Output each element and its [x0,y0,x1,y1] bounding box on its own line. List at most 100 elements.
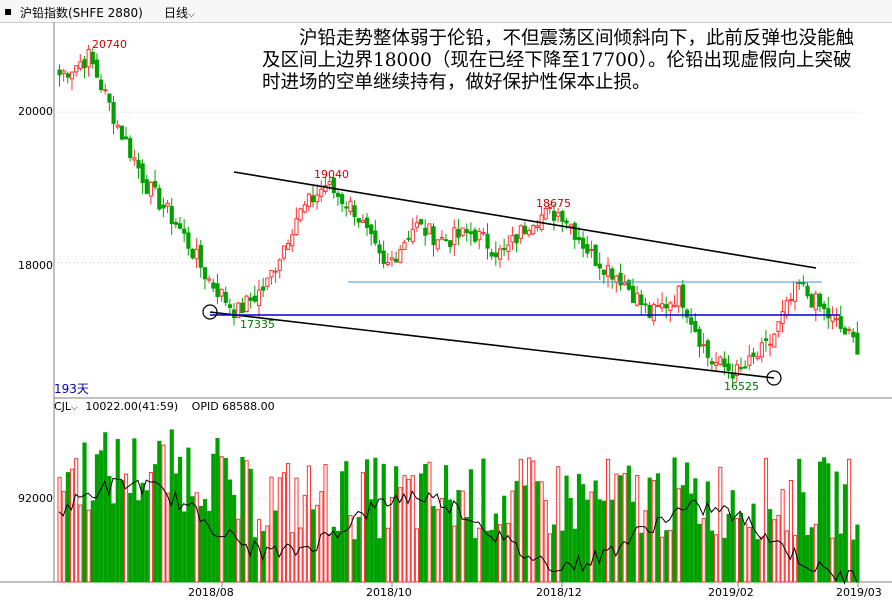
candle-body [647,304,652,318]
volume-bar [564,475,569,583]
candle-body [373,230,378,244]
candle-body [103,89,108,92]
candle-body [165,202,170,207]
volume-bar [57,477,62,583]
x-label-2019-02: 2019/02 [708,586,754,599]
candle-body [365,217,370,228]
volume-bar [726,513,731,583]
volume-bar [148,472,154,583]
candle-body [585,244,590,254]
candle-body [734,364,739,376]
instrument-title[interactable]: 沪铅指数(SHFE 2880) [20,6,143,20]
volume-bar [207,510,212,583]
volume-bar [701,518,706,583]
menu-caret-icon[interactable]: ▪ [4,4,13,18]
volume-bar [581,484,586,583]
volume-bar [439,497,444,583]
volume-bar [157,440,162,583]
volume-value: 10022.00(41:59) [85,400,179,413]
candle-body [851,331,856,338]
volume-bar [842,484,848,583]
volume-bar [610,499,615,583]
candle-body [651,303,656,322]
volume-bar [668,529,673,583]
candle-body [618,272,623,286]
candle-body [298,208,303,221]
candle-body [286,243,291,250]
candle-body [502,247,507,250]
candle-body [847,328,852,331]
volume-bar [614,473,619,583]
volume-bar [606,458,611,583]
candle-body [601,269,607,275]
candle-body [506,244,511,252]
open-interest-line [58,477,858,585]
candle-body [714,361,719,366]
volume-bar [813,523,818,583]
candle-body [86,48,91,68]
candle-body [431,226,436,246]
candle-body [377,244,382,254]
candle-body [198,244,203,268]
volume-bar [373,457,378,583]
volume-bar [551,524,557,583]
volume-bar [460,490,465,583]
candle-body [331,177,336,194]
volume-bar [705,481,710,583]
candle-body [356,217,361,223]
volume-bar [585,499,590,583]
volume-bar [306,465,311,583]
candle-body [423,227,428,236]
volume-bar [522,485,528,583]
candle-body [427,223,432,235]
candle-body [202,267,208,280]
candle-body [435,239,440,250]
volume-bar [123,473,129,583]
volume-bar [348,515,353,583]
descending-resistance-line [233,171,817,269]
period-selector[interactable]: 日线⌵ [164,4,195,21]
candle-body [69,71,75,80]
volume-tick-92000: 92000 [18,492,53,505]
candle-body [211,282,216,289]
volume-bar [797,458,802,583]
volume-line [58,477,858,585]
chevron-down-icon[interactable]: ⌵ [71,403,78,413]
volume-bar [452,525,457,583]
volume-bar [547,533,552,583]
candle-body [635,292,640,306]
candle-body [65,73,70,78]
candle-body [668,302,673,311]
candle-body [381,250,386,264]
volume-bar [94,454,100,583]
volume-bar [838,533,843,583]
candle-body [776,321,781,332]
volume-bar [822,457,827,583]
volume-indicator-name[interactable]: CJL [54,400,72,413]
candle-body [190,248,195,259]
volume-bar [693,478,698,583]
x-label-2018-10: 2018/10 [366,586,412,599]
candle-body [813,293,818,311]
volume-bar [365,459,370,583]
volume-bar [65,472,70,583]
peak-label-19040: 19040 [314,168,349,181]
candle-body [402,242,407,250]
candle-body [755,356,760,360]
volume-bar [531,460,536,583]
candle-body [315,194,320,203]
candle-body [456,229,461,238]
volume-bar [178,456,183,583]
volume-bar [655,473,661,583]
volume-bar [385,527,390,583]
candle-body [759,342,764,358]
volume-legend[interactable]: CJL⌵ 10022.00(41:59) OPID 68588.00 [54,400,275,413]
volume-bar [78,504,83,583]
volume-bar [298,527,303,583]
candle-body [410,228,415,242]
candle-body [639,294,644,305]
volume-bar [830,537,835,583]
candle-body [385,261,390,265]
